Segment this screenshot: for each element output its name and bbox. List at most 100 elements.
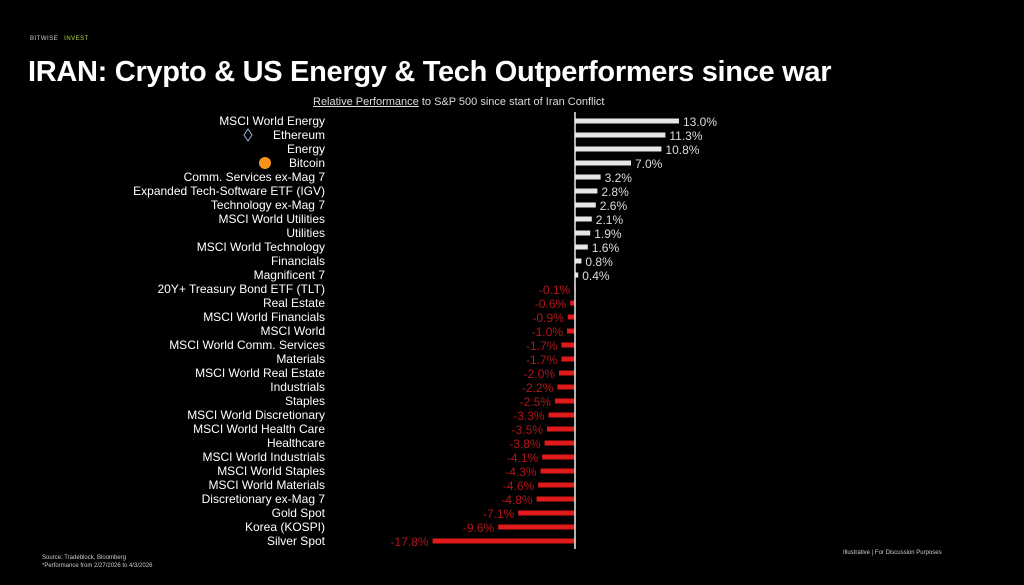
data-label: -4.1%	[507, 451, 539, 465]
bar	[548, 412, 575, 418]
category-label: Gold Spot	[272, 506, 326, 520]
category-label: MSCI World Materials	[209, 478, 325, 492]
category-label: Real Estate	[263, 296, 325, 310]
data-label: -3.8%	[509, 437, 541, 451]
bar	[498, 524, 575, 530]
category-label: MSCI World	[261, 324, 325, 338]
category-label: MSCI World Discretionary	[187, 408, 325, 422]
bar	[567, 328, 575, 334]
bar	[561, 342, 575, 348]
data-label: 7.0%	[635, 157, 663, 171]
category-label: Comm. Services ex-Mag 7	[184, 170, 326, 184]
category-label: Discretionary ex-Mag 7	[202, 492, 326, 506]
ethereum-icon	[243, 128, 253, 142]
category-label: MSCI World Financials	[203, 310, 325, 324]
data-label: 0.8%	[585, 255, 613, 269]
chart-title: IRAN: Crypto & US Energy & Tech Outperfo…	[28, 56, 832, 88]
data-label: -9.6%	[463, 521, 495, 535]
data-label: 13.0%	[683, 115, 717, 129]
category-label: MSCI World Utilities	[219, 212, 325, 226]
bitcoin-icon	[259, 157, 271, 169]
data-label: -4.8%	[501, 493, 533, 507]
category-label: MSCI World Technology	[197, 240, 325, 254]
data-label: -0.6%	[535, 297, 567, 311]
bar	[575, 244, 588, 250]
bar	[575, 174, 601, 180]
bar	[518, 510, 575, 516]
data-label: 11.3%	[669, 129, 702, 143]
category-label: MSCI World Comm. Services	[169, 338, 325, 352]
disclaimer: Illustrative | For Discussion Purposes	[843, 550, 942, 556]
category-label: Ethereum	[273, 128, 325, 142]
data-label: -1.0%	[532, 325, 564, 339]
data-label: -0.1%	[539, 283, 571, 297]
bar	[557, 384, 575, 390]
bar	[575, 188, 598, 194]
category-label: Materials	[276, 352, 325, 366]
category-label: 20Y+ Treasury Bond ETF (TLT)	[157, 282, 325, 296]
category-label: Energy	[287, 142, 325, 156]
data-label: -1.7%	[526, 339, 558, 353]
data-label: -3.5%	[512, 423, 544, 437]
bar	[544, 440, 575, 446]
category-label: Industrials	[270, 380, 325, 394]
bar	[575, 202, 596, 208]
bar	[575, 118, 679, 124]
footer-source: Source: Tradeblock, Bloomberg *Performanc…	[42, 554, 152, 570]
data-label: 2.6%	[600, 199, 628, 213]
bar	[538, 482, 575, 488]
brand-logo: BITWISE INVEST	[30, 36, 89, 42]
subtitle-rest: to S&P 500 since start of Iran Conflict	[418, 96, 605, 108]
bar	[547, 426, 575, 432]
data-label: 3.2%	[605, 171, 633, 185]
bar	[575, 216, 592, 222]
category-label: Healthcare	[267, 436, 325, 450]
bar	[536, 496, 575, 502]
bar	[575, 258, 582, 264]
data-label: -17.8%	[391, 535, 429, 549]
data-label: 10.8%	[665, 143, 699, 157]
bar	[542, 454, 575, 460]
data-label: -2.0%	[524, 367, 556, 381]
data-label: -4.3%	[505, 465, 537, 479]
bar	[575, 272, 579, 278]
data-label: -1.7%	[526, 353, 558, 367]
category-label: Staples	[285, 394, 325, 408]
data-label: -0.9%	[532, 311, 564, 325]
data-label: -3.3%	[513, 409, 545, 423]
category-label: Magnificent 7	[254, 268, 326, 282]
brand-tag: INVEST	[64, 36, 89, 42]
bar	[432, 538, 575, 544]
category-label: MSCI World Energy	[219, 114, 325, 128]
performance-note: *Performance from 2/27/2026 to 4/3/2026	[42, 563, 153, 569]
category-label: Expanded Tech-Software ETF (IGV)	[133, 184, 325, 198]
bar	[575, 230, 591, 236]
bar	[559, 370, 575, 376]
brand-name: BITWISE	[30, 36, 59, 42]
subtitle-underlined: Relative Performance	[313, 96, 419, 108]
bar	[561, 356, 575, 362]
category-label: Financials	[271, 254, 325, 268]
category-label: Utilities	[286, 226, 325, 240]
data-label: 1.6%	[592, 241, 620, 255]
category-label: MSCI World Health Care	[193, 422, 325, 436]
data-label: -2.5%	[520, 395, 552, 409]
bar	[575, 132, 666, 138]
bar	[567, 314, 575, 320]
bar	[575, 146, 662, 152]
data-label: -4.6%	[503, 479, 535, 493]
data-label: 0.4%	[582, 269, 610, 283]
data-label: 2.1%	[596, 213, 624, 227]
data-label: 2.8%	[601, 185, 629, 199]
category-label: MSCI World Staples	[217, 464, 325, 478]
chart-subtitle: Relative Performance to S&P 500 since st…	[313, 96, 604, 108]
category-label: MSCI World Real Estate	[195, 366, 325, 380]
bar	[555, 398, 575, 404]
source-text: Source: Tradeblock, Bloomberg	[42, 555, 127, 561]
data-label: 1.9%	[594, 227, 622, 241]
category-label: Silver Spot	[267, 534, 326, 548]
category-label: Korea (KOSPI)	[245, 520, 325, 534]
bar	[575, 160, 631, 166]
bar	[570, 300, 575, 306]
